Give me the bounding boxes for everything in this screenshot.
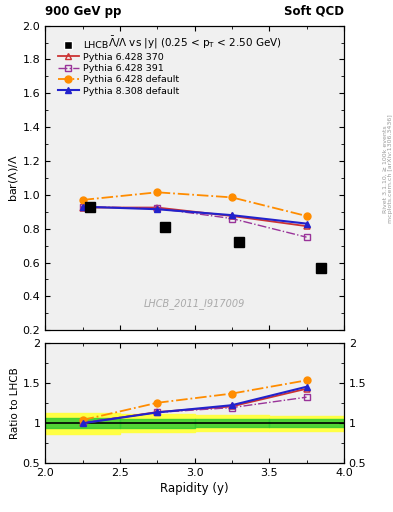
Text: $\bar{\Lambda}/\Lambda$ vs |y| (0.25 < p$_\mathrm{T}$ < 2.50 GeV): $\bar{\Lambda}/\Lambda$ vs |y| (0.25 < p… [108,35,281,51]
Y-axis label: Ratio to LHCB: Ratio to LHCB [10,367,20,439]
Text: Rivet 3.1.10, ≥ 100k events: Rivet 3.1.10, ≥ 100k events [383,125,388,213]
X-axis label: Rapidity (y): Rapidity (y) [160,482,229,496]
Text: LHCB_2011_I917009: LHCB_2011_I917009 [144,298,245,309]
Y-axis label: bar($\Lambda$)/$\Lambda$: bar($\Lambda$)/$\Lambda$ [7,154,20,202]
Text: mcplots.cern.ch [arXiv:1306.3436]: mcplots.cern.ch [arXiv:1306.3436] [388,115,393,223]
Text: Soft QCD: Soft QCD [284,5,344,18]
Text: 900 GeV pp: 900 GeV pp [45,5,121,18]
Legend: LHCB, Pythia 6.428 370, Pythia 6.428 391, Pythia 6.428 default, Pythia 8.308 def: LHCB, Pythia 6.428 370, Pythia 6.428 391… [56,39,182,98]
